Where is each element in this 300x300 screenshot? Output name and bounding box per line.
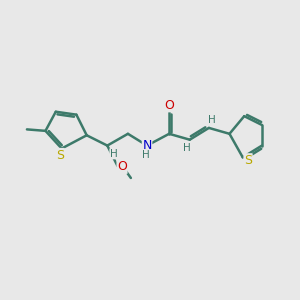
Text: H: H [110,149,118,159]
Text: H: H [142,150,149,160]
Text: H: H [183,143,191,153]
Text: O: O [164,99,174,112]
Text: H: H [208,115,216,125]
Text: N: N [142,139,152,152]
Text: O: O [117,160,127,173]
Text: S: S [244,154,252,167]
Text: S: S [56,148,64,161]
